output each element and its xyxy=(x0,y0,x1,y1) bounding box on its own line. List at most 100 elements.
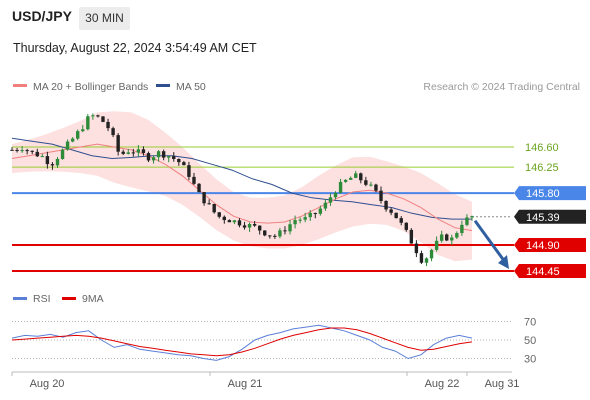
candle-body xyxy=(268,235,272,237)
candle-body xyxy=(182,162,186,166)
candle-body xyxy=(167,156,171,158)
candle-body xyxy=(242,225,247,228)
rsi-ma-legend-label: 9MA xyxy=(82,293,104,305)
candle-body xyxy=(151,157,156,161)
candle-body xyxy=(65,141,70,150)
rsi-legend-label: RSI xyxy=(33,293,51,305)
candle-body xyxy=(20,150,24,152)
projection-arrow-shaft xyxy=(473,219,507,263)
candle-body xyxy=(455,233,459,238)
candle-body xyxy=(81,129,85,132)
candle-body xyxy=(76,131,80,139)
level-label-144.45: 144.45 xyxy=(526,266,560,278)
rsi-ma-line xyxy=(11,327,473,357)
candle-body xyxy=(136,149,141,153)
candle-body xyxy=(359,173,363,181)
candle-body xyxy=(45,156,50,165)
candle-body xyxy=(369,184,373,186)
candle-body xyxy=(161,151,166,158)
ma50-legend-swatch xyxy=(156,84,170,87)
projection-arrow-head xyxy=(498,255,509,269)
candle-body xyxy=(278,230,282,237)
candle-body xyxy=(404,222,408,230)
ma50-line xyxy=(11,137,472,220)
candle-body xyxy=(313,212,317,214)
candle-body xyxy=(192,176,196,184)
candle-body xyxy=(202,192,206,204)
candle-body xyxy=(237,220,242,226)
candle-body xyxy=(434,240,439,250)
candle-body xyxy=(247,223,252,228)
candle-body xyxy=(348,177,353,180)
candle-body xyxy=(156,151,161,158)
research-credit: Research © 2024 Trading Central xyxy=(423,81,580,93)
candle-body xyxy=(414,243,419,254)
candle-body xyxy=(298,219,302,221)
rsi-ma-legend-swatch xyxy=(62,297,76,300)
candle-body xyxy=(101,116,105,122)
candle-body xyxy=(217,212,221,217)
bollinger-band xyxy=(12,111,472,262)
timeframe-badge[interactable]: 30 MIN xyxy=(79,7,130,30)
candle-body xyxy=(257,225,262,231)
candle-body xyxy=(172,156,176,159)
candle-body xyxy=(460,224,464,234)
candle-body xyxy=(394,212,398,219)
level-tag-144.45 xyxy=(514,264,586,278)
candle-body xyxy=(303,217,307,220)
candle-body xyxy=(222,216,227,221)
candle-body xyxy=(323,202,328,209)
level-label-144.90: 144.90 xyxy=(526,240,560,252)
candle-body xyxy=(91,115,95,117)
candle-body xyxy=(60,149,65,159)
candle-body xyxy=(252,223,257,226)
rsi-line xyxy=(11,324,473,361)
candle-body xyxy=(106,121,110,129)
rsi-legend-swatch xyxy=(13,297,27,300)
candle-body xyxy=(126,152,130,154)
ma20-line xyxy=(11,143,473,232)
candle-body xyxy=(338,181,343,193)
candle-body xyxy=(131,152,136,154)
candle-body xyxy=(374,184,378,191)
x-tick-Aug-21: Aug 21 xyxy=(228,378,263,390)
timestamp: Thursday, August 22, 2024 3:54:49 AM CET xyxy=(13,41,257,55)
candle-body xyxy=(419,253,424,263)
candle-body xyxy=(384,200,388,210)
candle-body xyxy=(121,151,125,154)
level-label-145.80: 145.80 xyxy=(526,188,560,200)
candle-body xyxy=(146,153,151,161)
candle-body xyxy=(10,149,14,151)
x-tick-Aug-20: Aug 20 xyxy=(30,378,65,390)
candle-body xyxy=(429,249,434,259)
level-label-146.25: 146.25 xyxy=(525,162,559,174)
candle-body xyxy=(409,229,414,244)
candle-body xyxy=(212,204,216,213)
candle-body xyxy=(318,208,323,214)
candle-body xyxy=(354,173,358,178)
ma20-legend-label: MA 20 + Bollinger Bands xyxy=(33,81,148,93)
candle-body xyxy=(15,149,19,151)
candle-body xyxy=(40,156,45,158)
candle-body xyxy=(450,237,454,241)
candle-body xyxy=(86,116,90,130)
candle-body xyxy=(25,150,29,152)
rsi-tick-70: 70 xyxy=(524,317,536,329)
x-tick-Aug-22: Aug 22 xyxy=(425,378,460,390)
candle-body xyxy=(465,217,469,225)
candle-body xyxy=(333,192,338,198)
candle-body xyxy=(288,224,292,232)
rsi-tick-30: 30 xyxy=(524,354,536,366)
candle-body xyxy=(439,234,444,241)
candle-body xyxy=(187,165,191,177)
candle-body xyxy=(343,179,348,182)
candle-body xyxy=(116,135,120,152)
candle-body xyxy=(445,234,449,241)
symbol-title: USD/JPY xyxy=(12,8,72,24)
candle-body xyxy=(424,258,429,263)
level-label-145.39: 145.39 xyxy=(526,212,560,224)
candle-body xyxy=(207,203,211,205)
candle-body xyxy=(283,230,287,232)
level-tag-144.90 xyxy=(514,238,586,253)
